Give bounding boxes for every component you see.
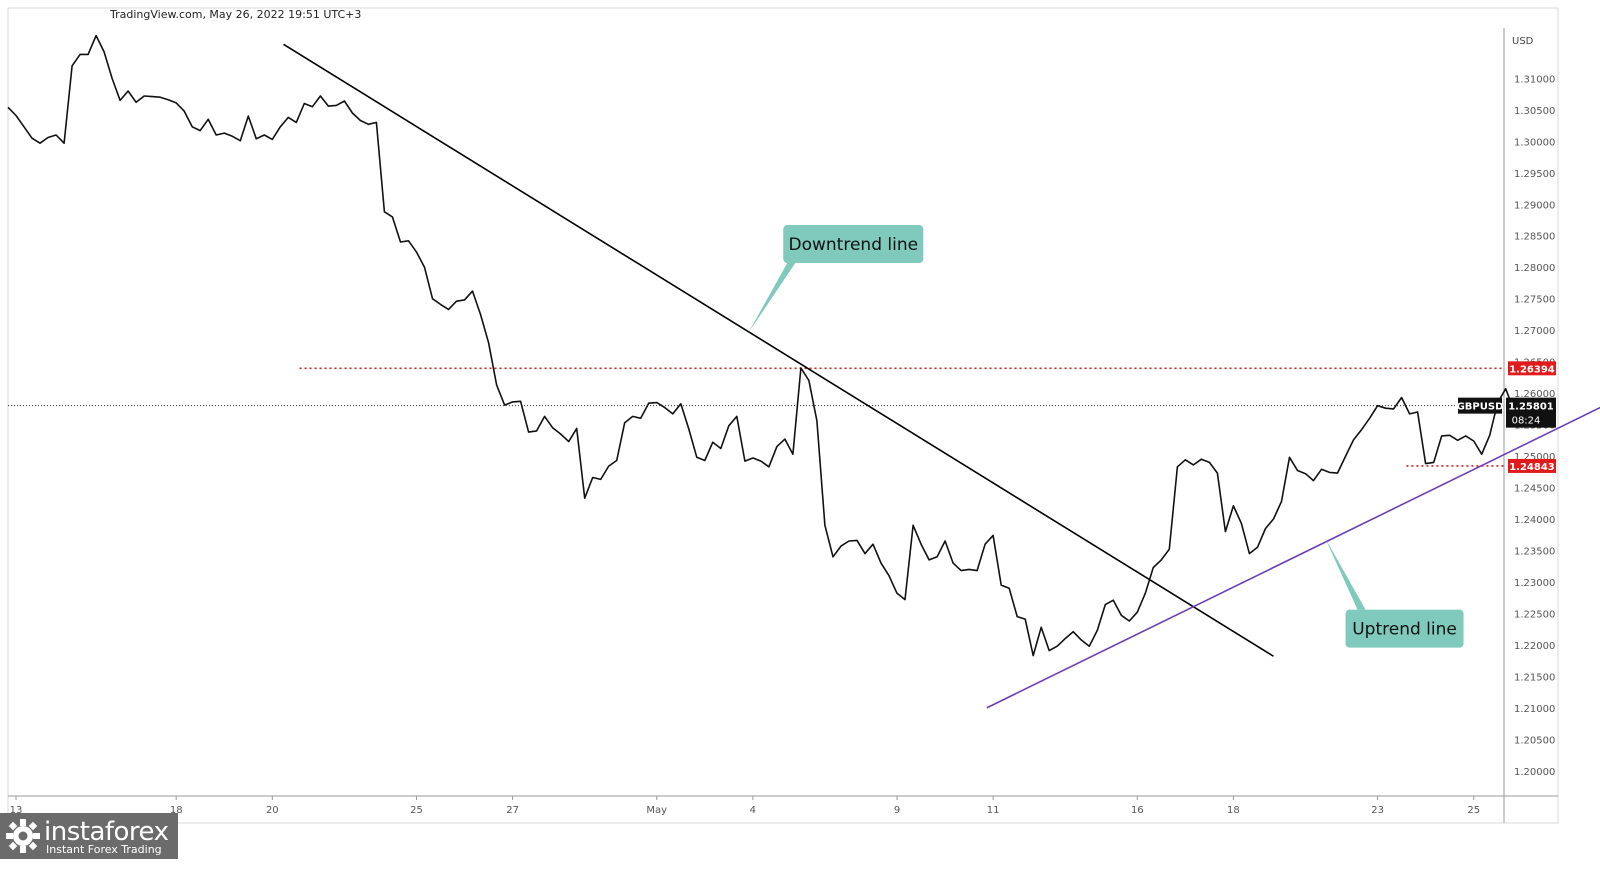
- current-price-label: 1.25801: [1508, 402, 1554, 413]
- symbol-tag: [1458, 397, 1502, 414]
- y-tick-label: 1.20500: [1514, 735, 1555, 746]
- uptrend-line[interactable]: [986, 344, 1600, 709]
- x-tick-label: 11: [987, 805, 1000, 816]
- x-tick-label: 27: [506, 805, 519, 816]
- level-tag-2: [1508, 458, 1556, 473]
- x-tick-label: 23: [1371, 805, 1384, 816]
- y-tick-label: 1.21500: [1514, 672, 1555, 683]
- x-tick-label: 13: [10, 805, 23, 816]
- y-tick-label: 1.29500: [1514, 169, 1555, 180]
- downtrend-callout-box: [783, 225, 924, 264]
- y-tick-label: 1.22500: [1514, 609, 1555, 620]
- level-tag-label-2: 1.24843: [1509, 462, 1555, 473]
- level-tag-label-1: 1.26394: [1509, 364, 1555, 375]
- gbpusd-price-line[interactable]: [7, 34, 1539, 657]
- level-tag-1: [1508, 361, 1556, 376]
- downtrend-line[interactable]: [283, 43, 1274, 657]
- y-tick-label: 1.23000: [1514, 578, 1555, 589]
- gear-logo-icon: [6, 819, 40, 853]
- y-tick-label: 1.24000: [1514, 515, 1555, 526]
- y-tick-label: 1.22000: [1514, 641, 1555, 652]
- x-tick-label: 4: [750, 805, 756, 816]
- symbol-tag-label: GBPUSD: [1457, 402, 1504, 413]
- logo-tagline: Instant Forex Trading: [46, 843, 162, 856]
- y-tick-label: 1.25000: [1514, 452, 1555, 463]
- y-tick-label: 1.31000: [1514, 74, 1555, 85]
- x-tick-label: May: [646, 805, 667, 816]
- x-tick-label: 20: [266, 805, 279, 816]
- y-tick-label: 1.24500: [1514, 484, 1555, 495]
- y-tick-label: 1.21000: [1514, 704, 1555, 715]
- countdown-label: 08:24: [1512, 416, 1541, 427]
- y-tick-label: 1.28000: [1514, 263, 1555, 274]
- y-tick-label: 1.23500: [1514, 546, 1555, 557]
- logo-wordmark: instaforex: [44, 817, 169, 847]
- x-tick-label: 18: [170, 805, 183, 816]
- y-tick-label: 1.29000: [1514, 200, 1555, 211]
- y-tick-label: 1.26000: [1514, 389, 1555, 400]
- current-price-tag: [1506, 397, 1556, 428]
- x-tick-label: 16: [1131, 805, 1144, 816]
- chart-source-caption: TradingView.com, May 26, 2022 19:51 UTC+…: [110, 8, 362, 21]
- x-tick-label: 25: [1467, 805, 1480, 816]
- currency-label: USD: [1512, 36, 1534, 47]
- uptrend-callout-pointer: [1324, 537, 1366, 610]
- x-tick-label: 9: [894, 805, 900, 816]
- y-tick-label: 1.30500: [1514, 106, 1555, 117]
- x-tick-label: 18: [1227, 805, 1240, 816]
- y-tick-label: 1.20000: [1514, 767, 1555, 778]
- uptrend-callout-box: [1345, 609, 1464, 648]
- downtrend-callout-pointer: [748, 263, 796, 334]
- chart-frame: [7, 7, 1559, 824]
- y-tick-label: 1.28500: [1514, 232, 1555, 243]
- y-tick-label: 1.27500: [1514, 295, 1555, 306]
- x-tick-label: 25: [410, 805, 423, 816]
- uptrend-callout-label: Uptrend line: [1352, 620, 1457, 640]
- downtrend-callout-label: Downtrend line: [789, 235, 919, 255]
- y-tick-label: 1.30000: [1514, 137, 1555, 148]
- instaforex-logo: instaforex Instant Forex Trading: [0, 813, 178, 859]
- y-tick-label: 1.27000: [1514, 326, 1555, 337]
